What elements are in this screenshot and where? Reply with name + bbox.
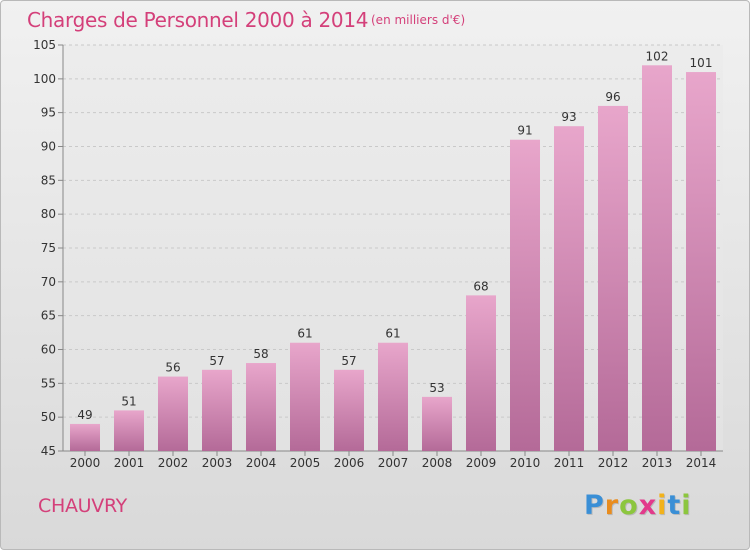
y-tick-label: 75	[41, 241, 56, 255]
chart-title: Charges de Personnel 2000 à 2014	[27, 8, 369, 32]
x-tick-label: 2010	[510, 456, 541, 470]
x-tick-label: 2014	[686, 456, 717, 470]
data-label: 96	[605, 90, 620, 104]
y-tick-label: 60	[41, 343, 56, 357]
bar	[466, 295, 496, 451]
data-label: 57	[341, 354, 356, 368]
logo-letter: P	[584, 490, 605, 521]
logo-letter: i	[681, 490, 692, 521]
bar	[510, 139, 540, 451]
bar	[378, 342, 408, 451]
data-label: 101	[690, 56, 713, 70]
y-tick-label: 100	[33, 72, 56, 86]
x-tick-label: 2004	[246, 456, 277, 470]
data-label: 49	[77, 408, 92, 422]
bar	[554, 126, 584, 451]
bar	[114, 410, 144, 451]
y-tick-label: 45	[41, 444, 56, 458]
proxiti-logo: Proxiti	[584, 490, 692, 521]
data-label: 56	[165, 361, 180, 375]
y-tick-label: 105	[33, 38, 56, 52]
chart-subtitle: (en milliers d'€)	[371, 13, 466, 27]
data-label: 68	[473, 279, 488, 293]
bar	[642, 65, 672, 452]
y-tick-label: 70	[41, 275, 56, 289]
bar	[246, 363, 276, 451]
logo-letter: o	[619, 490, 639, 521]
x-tick-label: 2013	[642, 456, 673, 470]
data-label: 91	[517, 124, 532, 138]
y-tick-label: 55	[41, 376, 56, 390]
bar	[422, 396, 452, 451]
x-tick-label: 2007	[378, 456, 409, 470]
x-tick-label: 2008	[422, 456, 453, 470]
x-tick-label: 2005	[290, 456, 321, 470]
x-tick-label: 2006	[334, 456, 365, 470]
x-tick-label: 2011	[554, 456, 585, 470]
data-label: 53	[429, 381, 444, 395]
x-tick-label: 2012	[598, 456, 629, 470]
y-tick-label: 65	[41, 309, 56, 323]
logo-letter: r	[604, 490, 620, 521]
bar	[598, 105, 628, 452]
x-tick-label: 2002	[158, 456, 189, 470]
y-tick-label: 50	[41, 410, 56, 424]
bar	[686, 72, 716, 452]
data-label: 51	[121, 394, 136, 408]
bar	[290, 342, 320, 451]
x-tick-label: 2003	[202, 456, 233, 470]
bar	[158, 376, 188, 451]
y-tick-label: 90	[41, 140, 56, 154]
y-tick-label: 80	[41, 207, 56, 221]
bar	[334, 369, 364, 451]
data-label: 58	[253, 347, 268, 361]
logo-letter: x	[638, 490, 658, 521]
data-label: 93	[561, 110, 576, 124]
x-tick-label: 2009	[466, 456, 497, 470]
data-label: 102	[646, 49, 669, 63]
data-label: 61	[385, 327, 400, 341]
data-label: 61	[297, 327, 312, 341]
commune-name: CHAUVRY	[38, 495, 127, 517]
logo-letter: i	[657, 490, 668, 521]
bar	[202, 369, 232, 451]
y-tick-label: 85	[41, 173, 56, 187]
x-tick-label: 2000	[70, 456, 101, 470]
x-tick-label: 2001	[114, 456, 145, 470]
bar	[70, 423, 100, 451]
logo-letter: t	[667, 490, 682, 521]
y-tick-label: 95	[41, 106, 56, 120]
data-label: 57	[209, 354, 224, 368]
